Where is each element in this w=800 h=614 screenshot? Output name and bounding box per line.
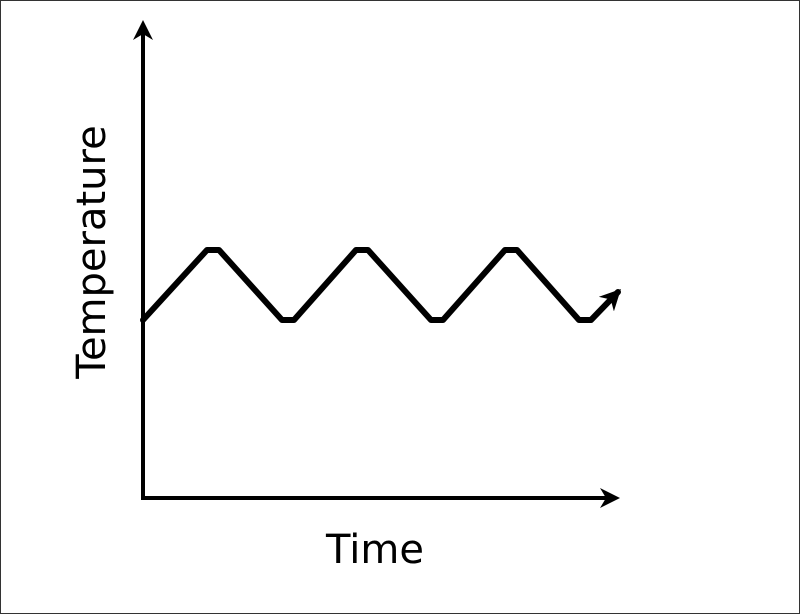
y-axis-label: Temperature <box>69 125 115 379</box>
temperature-line <box>140 247 621 323</box>
x-axis-label: Time <box>325 527 424 573</box>
